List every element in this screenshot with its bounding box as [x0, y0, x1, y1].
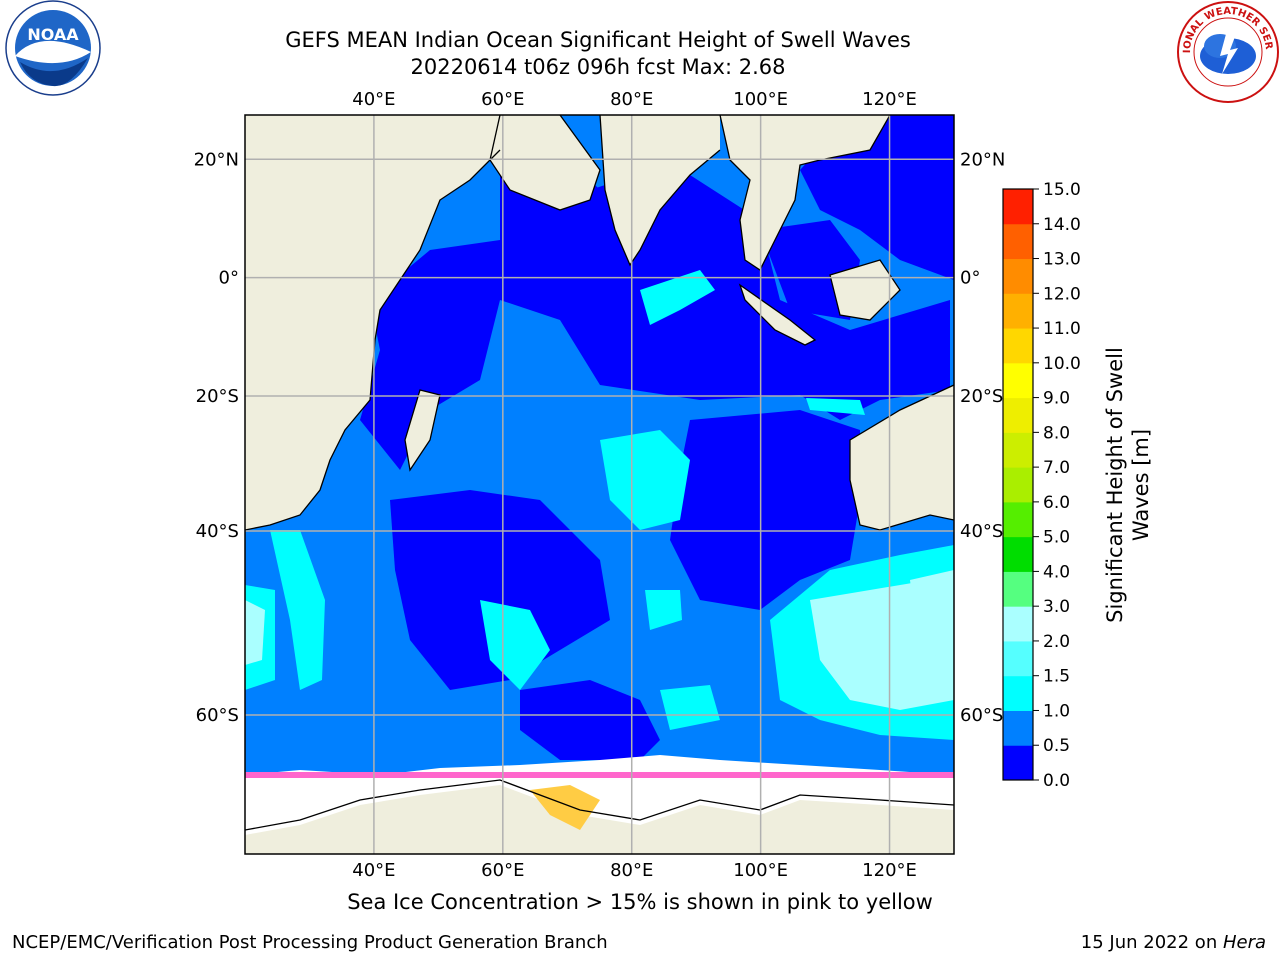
sea-ice-caption: Sea Ice Concentration > 15% is shown in …	[347, 890, 933, 914]
date-text: 15 Jun 2022 on	[1080, 932, 1223, 953]
colorbar-tick-label: 9.0	[1043, 389, 1070, 409]
colorbar-label-line2: Waves [m]	[1129, 429, 1153, 541]
colorbar-tick-label: 7.0	[1043, 458, 1070, 478]
lat-tick-label-left: 20°S	[196, 386, 239, 407]
colorbar-swatch	[1003, 258, 1033, 294]
colorbar-tick-label: 2.0	[1043, 632, 1070, 652]
colorbar-tick-label: 14.0	[1043, 215, 1081, 235]
colorbar-swatch	[1003, 189, 1033, 225]
colorbar-swatch	[1003, 397, 1033, 433]
lat-tick-label-right: 0°	[960, 268, 980, 289]
colorbar-swatch	[1003, 710, 1033, 746]
host-name: Hera	[1222, 932, 1266, 953]
colorbar-tick-label: 1.5	[1043, 667, 1070, 687]
colorbar-tick-label: 10.0	[1043, 354, 1081, 374]
lon-tick-label-bottom: 100°E	[733, 860, 788, 881]
lat-tick-label-left: 60°S	[196, 705, 239, 726]
colorbar-tick-label: 4.0	[1043, 562, 1070, 582]
lat-tick-label-right: 60°S	[960, 705, 1003, 726]
colorbar-tick-label: 8.0	[1043, 423, 1070, 443]
map-graticule	[245, 115, 954, 854]
lat-tick-label-right: 20°S	[960, 386, 1003, 407]
noaa-logo-text: NOAA	[27, 25, 79, 44]
lon-tick-label-top: 120°E	[862, 89, 917, 110]
colorbar-swatch	[1003, 501, 1033, 538]
colorbar-swatch	[1003, 745, 1033, 781]
sea-ice-band	[245, 755, 954, 835]
lon-tick-label-top: 80°E	[610, 89, 653, 110]
colorbar-tick-label: 0.0	[1043, 771, 1070, 791]
lat-tick-label-left: 0°	[219, 268, 239, 289]
lat-tick-label-left: 20°N	[194, 149, 239, 170]
credit-line: NCEP/EMC/Verification Post Processing Pr…	[12, 932, 608, 953]
colorbar-swatch	[1003, 223, 1033, 260]
colorbar-tick-label: 6.0	[1043, 493, 1070, 513]
lat-tick-label-right: 20°N	[960, 149, 1005, 170]
swell-region-15-30	[245, 570, 954, 710]
chart-title: GEFS MEAN Indian Ocean Significant Heigh…	[285, 28, 911, 52]
map-frame	[244, 114, 955, 855]
colorbar-tick-label: 12.0	[1043, 284, 1081, 304]
colorbar-swatch	[1003, 293, 1033, 329]
colorbar-swatch	[1003, 675, 1033, 711]
date-stamp: 15 Jun 2022 on Hera	[1081, 932, 1266, 953]
lat-tick-label-right: 40°S	[960, 521, 1003, 542]
colorbar-tick-label: 13.0	[1043, 250, 1081, 270]
colorbar-tick-label: 1.0	[1043, 701, 1070, 721]
chart-subtitle: 20220614 t06z 096h fcst Max: 2.68	[410, 55, 786, 79]
lon-tick-label-bottom: 120°E	[862, 860, 917, 881]
lon-tick-label-top: 40°E	[352, 89, 395, 110]
lon-tick-label-bottom: 80°E	[610, 860, 653, 881]
lon-tick-label-top: 100°E	[733, 89, 788, 110]
colorbar-swatch	[1003, 328, 1033, 364]
colorbar-tick-label: 3.0	[1043, 597, 1070, 617]
lon-tick-label-top: 60°E	[481, 89, 524, 110]
land-masses	[245, 115, 954, 854]
lon-tick-label-bottom: 40°E	[352, 860, 395, 881]
colorbar-swatch	[1003, 536, 1033, 572]
noaa-logo: NOAA	[5, 0, 101, 96]
lat-tick-label-left: 40°S	[196, 521, 239, 542]
colorbar-tick-label: 11.0	[1043, 319, 1081, 339]
nws-logo: NATIONAL WEATHER SERVICE	[1176, 0, 1279, 103]
colorbar-swatch	[1003, 571, 1033, 607]
colorbar-swatch	[1003, 362, 1033, 399]
colorbar-tick-label: 0.5	[1043, 736, 1070, 756]
colorbar-swatch	[1003, 640, 1033, 677]
colorbar-swatch	[1003, 432, 1033, 468]
colorbar-swatch	[1003, 606, 1033, 642]
colorbar-tick-label: 15.0	[1043, 180, 1081, 200]
lon-tick-label-bottom: 60°E	[481, 860, 524, 881]
colorbar-label-line1: Significant Height of Swell	[1103, 347, 1127, 623]
colorbar-swatch	[1003, 467, 1033, 503]
colorbar-tick-label: 5.0	[1043, 528, 1070, 548]
